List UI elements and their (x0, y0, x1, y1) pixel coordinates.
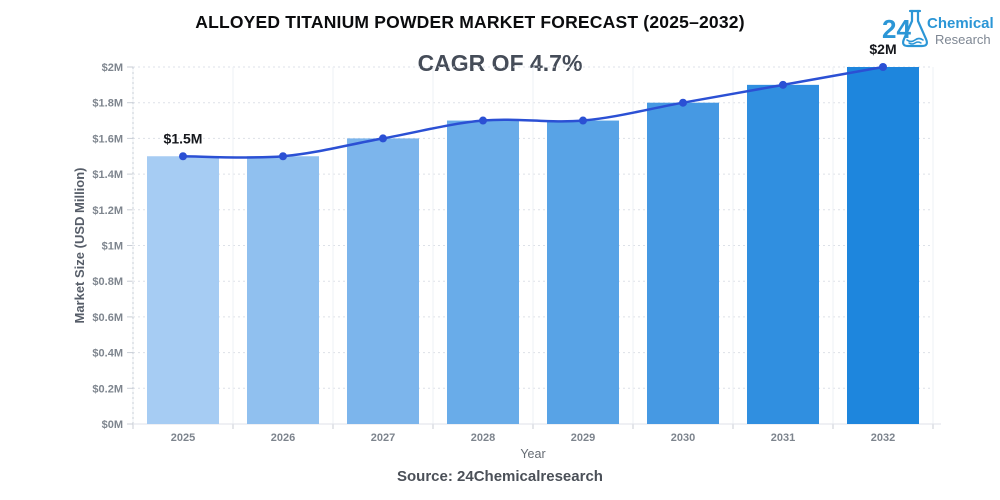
chart-subtitle: CAGR OF 4.7% (417, 50, 583, 76)
x-axis-tick-label: 2032 (871, 432, 895, 444)
bar-2027 (347, 138, 419, 424)
bar-2029 (547, 120, 619, 425)
y-axis-tick-label: $0.2M (92, 383, 123, 395)
y-axis-tick-label: $2M (102, 62, 123, 74)
y-axis-tick-label: $0.8M (92, 276, 123, 288)
bar-2025 (147, 156, 219, 424)
x-axis-tick-label: 2031 (771, 432, 795, 444)
value-annotation: $2M (869, 41, 896, 57)
y-axis-tick-label: $1.4M (92, 169, 123, 181)
y-axis-tick-label: $1.6M (92, 133, 123, 145)
x-axis-tick-label: 2029 (571, 432, 595, 444)
logo-number: 24 (882, 14, 911, 44)
bar-2026 (247, 156, 319, 424)
y-axis-tick-label: $0.6M (92, 312, 123, 324)
bar-2031 (747, 84, 819, 424)
x-axis-tick-label: 2026 (271, 432, 295, 444)
y-axis-tick-label: $1.2M (92, 205, 123, 217)
chart-title: ALLOYED TITANIUM POWDER MARKET FORECAST … (195, 12, 745, 32)
flask-icon (898, 8, 932, 59)
y-axis-tick-label: $0.4M (92, 348, 123, 360)
x-axis-title: Year (520, 447, 545, 461)
logo-word-research: Research (935, 32, 991, 47)
data-point-2031 (779, 80, 787, 89)
y-axis-tick-label: $1M (102, 241, 123, 253)
y-axis-tick-label: $0M (102, 419, 123, 431)
x-axis-tick-label: 2030 (671, 432, 695, 444)
x-axis-tick-label: 2025 (171, 432, 195, 444)
value-annotation: $1.5M (164, 130, 203, 146)
bar-2028 (447, 120, 519, 425)
source-note: Source: 24Chemicalresearch (397, 468, 603, 485)
data-point-2026 (279, 152, 287, 161)
data-point-2029 (579, 116, 587, 125)
bar-2030 (647, 102, 719, 424)
trend-line (182, 65, 884, 159)
x-axis-tick-label: 2028 (471, 432, 495, 444)
x-axis-tick-label: 2027 (371, 432, 395, 444)
data-point-2025 (179, 152, 187, 161)
y-axis-tick-label: $1.8M (92, 98, 123, 110)
bar-2032 (847, 67, 919, 424)
y-axis-title: Market Size (USD Million) (72, 167, 87, 323)
data-point-2027 (379, 134, 387, 143)
data-point-2032 (879, 63, 887, 71)
company-logo: 24 Chemical Research (882, 8, 994, 59)
data-point-2028 (479, 116, 487, 125)
data-point-2030 (679, 98, 687, 107)
logo-word-chemical: Chemical (927, 15, 994, 32)
